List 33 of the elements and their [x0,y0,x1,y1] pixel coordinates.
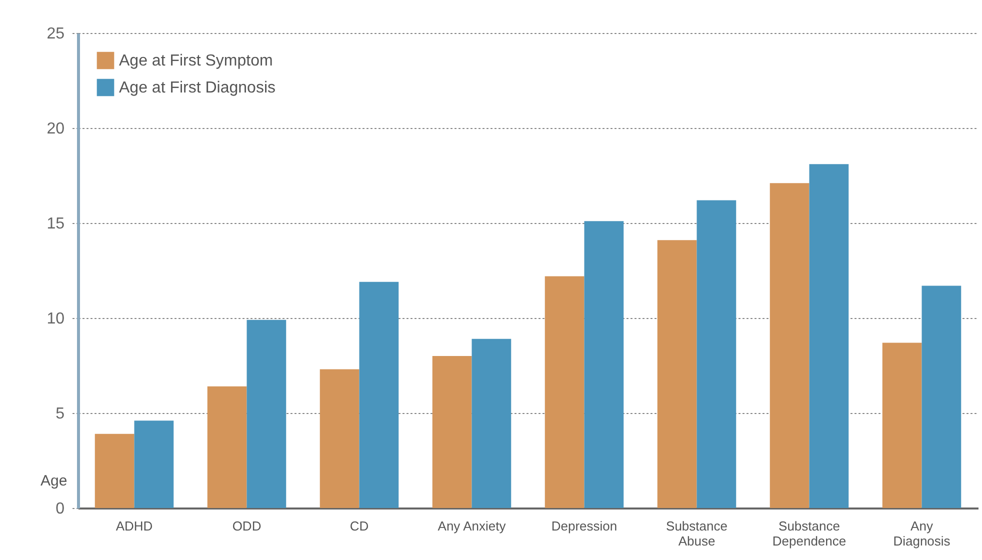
bar [472,338,512,508]
y-tick-label: 10 [46,310,65,328]
x-tick-label: CD [350,518,369,534]
bar [246,320,286,508]
y-tick-label: 25 [46,26,65,42]
x-tick-label: Any Anxiety [438,518,506,534]
bar [359,282,399,508]
bar [584,221,624,508]
x-tick-label: ODD [232,518,262,534]
legend-label: Age at First Diagnosis [119,80,276,96]
y-tick-label: 15 [46,216,65,232]
x-tick-label: Substance Dependence [772,518,846,548]
bar [94,434,134,508]
x-tick-label: Depression [551,518,618,534]
y-tick-label: 5 [56,406,65,422]
bar [320,369,360,508]
x-tick-label: Substance Abuse [666,518,728,548]
x-tick-label: ADHD [116,518,153,534]
bar [432,356,472,508]
bar [657,240,697,508]
bar [809,164,849,508]
legend-label: Age at First Symptom [119,52,273,70]
bar [207,386,247,508]
bar [882,342,922,508]
bar [770,183,810,508]
x-tick-label: Any Diagnosis [893,518,951,548]
y-tick-label: 20 [46,120,65,138]
y-tick-label: 0 [56,500,65,518]
bar [134,420,174,508]
y-axis-title: Age [40,472,68,490]
bar [696,200,736,508]
bar [544,276,584,508]
bar [922,286,962,508]
